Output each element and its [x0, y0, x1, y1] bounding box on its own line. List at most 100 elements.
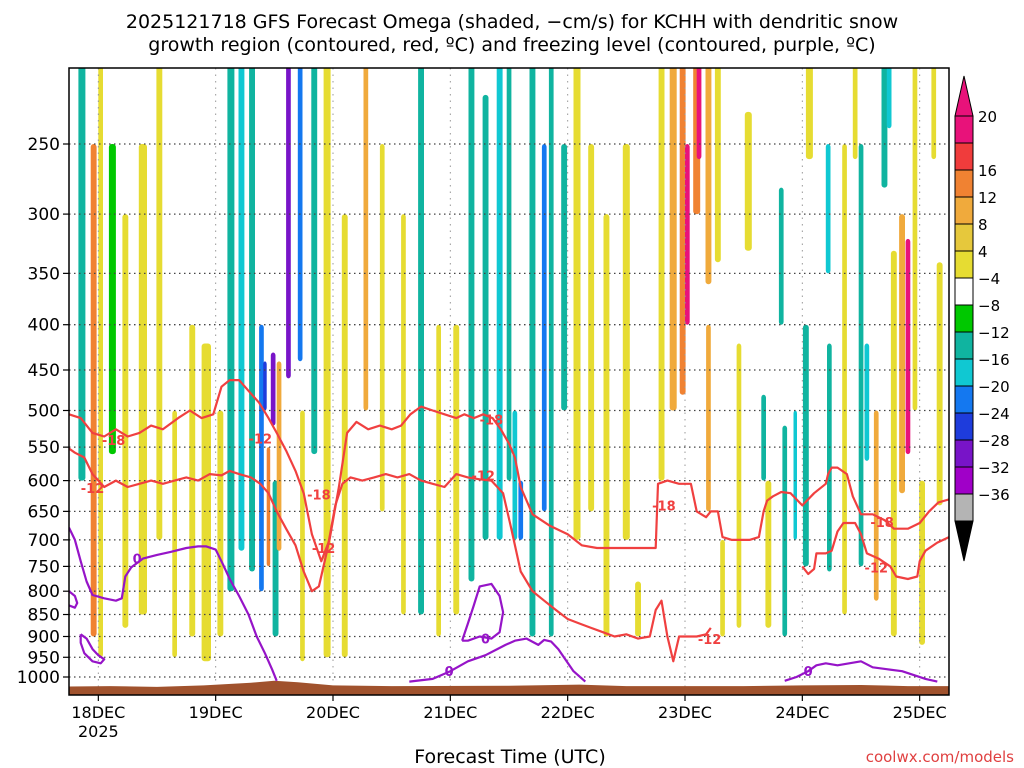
- omega-cell-78: [912, 68, 918, 411]
- x-tick-label-0: 18DEC: [71, 703, 125, 722]
- omega-cell-19: [276, 361, 282, 551]
- colorbar: 20 16 12 8 4 −4 −8 −12 −16 −20 −24 −28 −32 −36: [954, 75, 1010, 562]
- omega-shading: [78, 68, 943, 662]
- omega-cell-53: [705, 68, 712, 285]
- omega-cell-81: [936, 262, 943, 506]
- omega-cell-22: [300, 410, 305, 662]
- omega-cell-30: [436, 324, 441, 637]
- colorbar-label-4: 4: [978, 243, 988, 261]
- omega-cell-13: [249, 68, 255, 572]
- contour-label-1: -12: [81, 482, 105, 497]
- colorbar-segment-4: [954, 223, 974, 252]
- contour-label-10: -12: [865, 561, 889, 576]
- omega-cell-52: [696, 68, 702, 160]
- omega-cell-69: [852, 68, 858, 160]
- omega-cell-9: [201, 343, 211, 662]
- contour-label-4: -12: [312, 542, 336, 557]
- contour-label-6: -12: [471, 469, 495, 484]
- colorbar-label-11: −28: [978, 432, 1010, 450]
- colorbar-segment-13: [954, 466, 974, 495]
- y-tick-label-9: 700: [28, 531, 60, 551]
- omega-cell-80: [931, 68, 937, 160]
- omega-cell-64: [802, 324, 809, 567]
- colorbar-segment-7: [954, 304, 974, 333]
- omega-cell-45: [622, 144, 630, 540]
- y-tick-label-15: 1000: [17, 668, 60, 688]
- contour-label-3: -18: [307, 488, 331, 503]
- terrain-surface: [69, 680, 949, 695]
- colorbar-segment-12: [954, 439, 974, 468]
- omega-cell-17: [270, 352, 276, 426]
- colorbar-segment-5: [954, 250, 974, 279]
- omega-cell-74: [886, 68, 892, 129]
- colorbar-label-12: −32: [978, 459, 1010, 477]
- omega-cell-72: [873, 410, 879, 601]
- omega-cell-48: [669, 68, 677, 411]
- y-tick-label-6: 550: [28, 438, 60, 458]
- colorbar-label-0: 20: [978, 108, 997, 126]
- omega-cell-31: [453, 324, 460, 615]
- x-tick-label-2: 20DEC: [306, 703, 360, 722]
- colorbar-segment-9: [954, 358, 974, 387]
- omega-cell-77: [905, 238, 911, 455]
- colorbar-label-9: −20: [978, 378, 1010, 396]
- contour-0C-central: [409, 637, 587, 683]
- contour-0C-centralloop: [461, 582, 505, 642]
- temperature-contours: [69, 379, 949, 683]
- colorbar-label-7: −12: [978, 324, 1010, 342]
- x-tick-year-0: 2025: [78, 722, 119, 741]
- omega-cell-66: [825, 144, 831, 274]
- contour-labels: -18 -12 -12 -18 -12 -18 -12 -18 -12 -18 -12 0 0 0 0: [81, 414, 894, 681]
- y-tick-label-10: 750: [28, 557, 60, 577]
- omega-cell-2: [98, 68, 103, 658]
- omega-cell-61: [778, 187, 784, 325]
- y-tick-label-3: 400: [28, 316, 60, 336]
- contour--12C-east: [801, 521, 949, 581]
- omega-cell-3: [108, 144, 116, 455]
- contour-0C-east: [784, 660, 938, 683]
- omega-cell-29: [418, 68, 424, 615]
- colorbar-label-10: −24: [978, 405, 1010, 423]
- omega-cell-28: [401, 214, 406, 615]
- omega-cell-62: [782, 425, 788, 637]
- colorbar-label-3: 8: [978, 216, 988, 234]
- omega-cell-49: [679, 68, 686, 395]
- omega-cell-12: [238, 68, 245, 551]
- colorbar-segment-14: [954, 493, 974, 522]
- omega-cell-7: [172, 410, 177, 658]
- colorbar-segment-11: [954, 412, 974, 441]
- y-tick-label-2: 350: [28, 264, 60, 284]
- colorbar-label-1: 16: [978, 162, 997, 180]
- omega-cell-59: [761, 394, 766, 481]
- colorbar-segment-10: [954, 385, 974, 414]
- omega-cell-40: [548, 68, 554, 637]
- omega-cell-33: [482, 94, 489, 540]
- y-tick-label-11: 800: [28, 582, 60, 602]
- y-tick-label-7: 600: [28, 472, 60, 492]
- omega-cell-23: [311, 68, 318, 455]
- colorbar-segment-6: [954, 277, 974, 306]
- colorbar-label-13: −36: [978, 486, 1010, 504]
- omega-cell-42: [573, 68, 581, 540]
- omega-cell-34: [496, 68, 503, 540]
- x-tick-label-1: 19DEC: [189, 703, 243, 722]
- omega-cell-46: [635, 581, 641, 637]
- colorbar-top-arrow: [954, 75, 974, 117]
- omega-cell-5: [138, 144, 147, 615]
- colorbar-label-8: −16: [978, 351, 1010, 369]
- colorbar-label-2: 12: [978, 189, 997, 207]
- omega-cell-1: [90, 144, 97, 637]
- omega-cell-75: [890, 250, 897, 637]
- x-tick-label-6: 24DEC: [775, 703, 829, 722]
- omega-cell-37: [518, 480, 524, 540]
- omega-cell-47: [658, 68, 665, 481]
- colorbar-bottom-arrow: [954, 520, 974, 562]
- contour-label-8: -12: [698, 633, 722, 648]
- colorbar-segment-3: [954, 196, 974, 225]
- omega-cell-54: [706, 324, 711, 512]
- y-tick-label-12: 850: [28, 606, 60, 626]
- chart-title-line1: 2025121718 GFS Forecast Omega (shaded, −…: [126, 11, 898, 33]
- contour-label-11: 0: [133, 553, 142, 568]
